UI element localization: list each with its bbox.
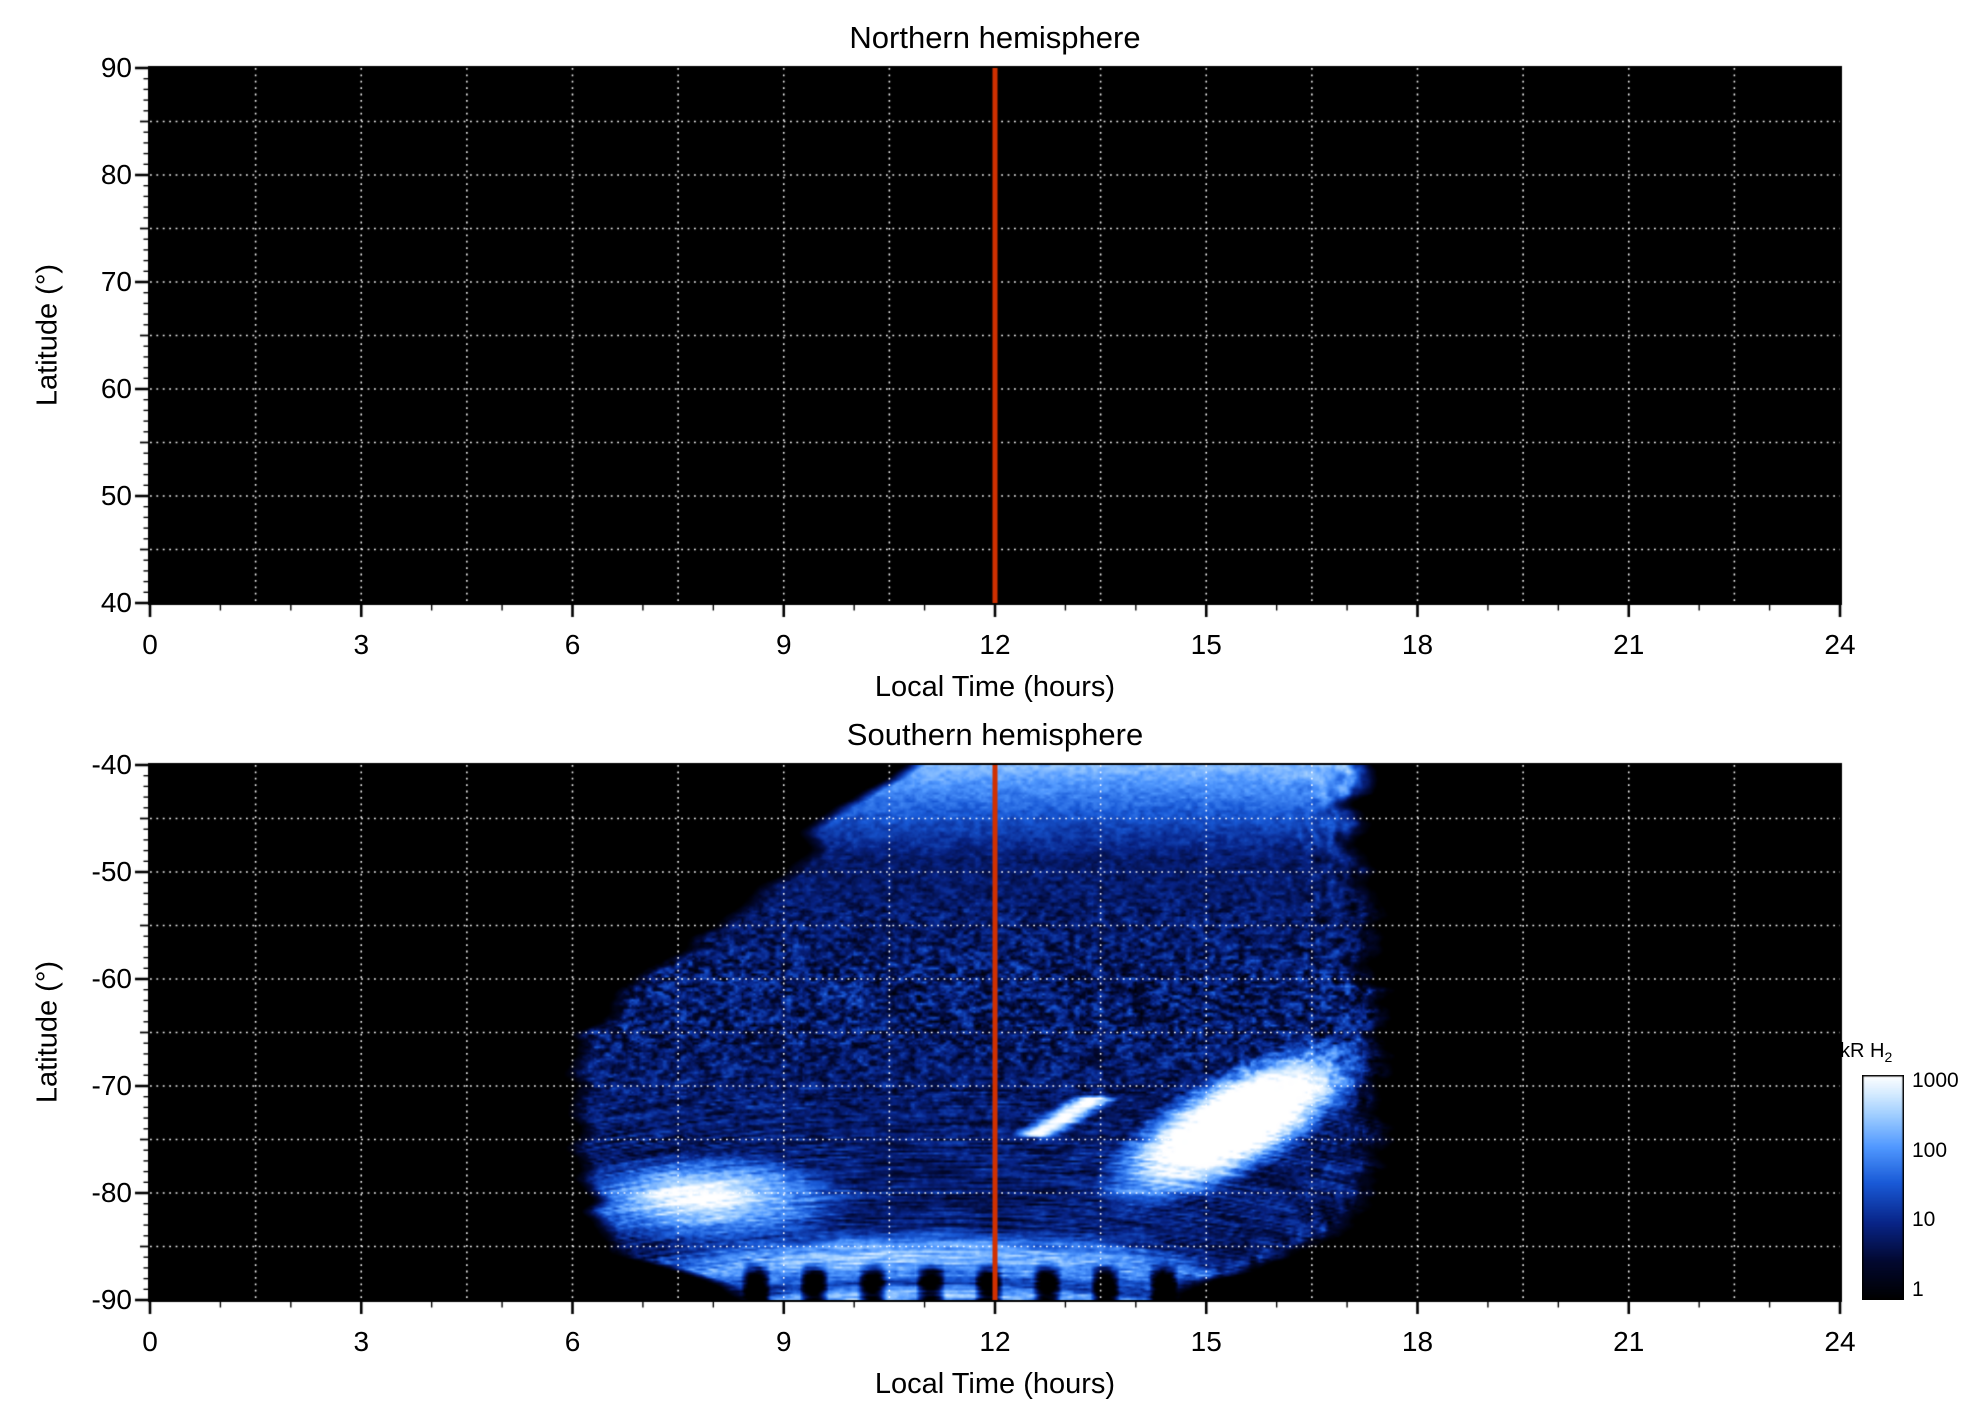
x-tick-label: 6	[564, 629, 581, 660]
y-tick-label: -40	[91, 749, 132, 780]
y-tick-label: -70	[91, 1070, 132, 1101]
colorbar-label-text: kR H	[1840, 1040, 1885, 1062]
x-tick-label: 15	[1190, 629, 1222, 660]
north-panel-title: Northern hemisphere	[849, 20, 1141, 55]
x-tick-label: 15	[1190, 1326, 1222, 1357]
x-tick-label: 18	[1401, 629, 1434, 660]
colorbar-tick-label: 100	[1912, 1138, 1948, 1162]
x-tick-label: 12	[979, 1326, 1011, 1357]
x-tick-label: 24	[1824, 1326, 1856, 1357]
y-tick-label: -80	[91, 1177, 132, 1208]
x-tick-label: 12	[979, 629, 1011, 660]
x-tick-label: 21	[1613, 1326, 1645, 1357]
colorbar	[1862, 1075, 1904, 1300]
colorbar-tick-label: 10	[1912, 1208, 1936, 1232]
north-x-axis-label: Local Time (hours)	[874, 671, 1116, 703]
y-tick-label: 90	[100, 52, 132, 83]
north-heatmap-canvas	[126, 65, 1846, 627]
x-tick-label: 6	[564, 1326, 581, 1357]
x-tick-label: 9	[775, 1326, 792, 1357]
colorbar-label: kR H2	[1840, 1040, 1892, 1065]
south-panel-title: Southern hemisphere	[846, 717, 1144, 752]
y-tick-label: -50	[91, 856, 132, 887]
x-tick-label: 0	[142, 629, 158, 660]
x-tick-label: 18	[1401, 1326, 1434, 1357]
y-tick-label: 80	[100, 159, 132, 190]
x-tick-label: 0	[142, 1326, 158, 1357]
x-tick-label: 24	[1824, 629, 1856, 660]
x-tick-label: 3	[353, 629, 370, 660]
y-tick-label: -60	[91, 963, 132, 994]
y-tick-label: 40	[100, 587, 132, 618]
y-tick-label: 70	[100, 266, 132, 297]
south-x-axis-label: Local Time (hours)	[874, 1368, 1116, 1400]
south-heatmap-canvas	[126, 762, 1846, 1324]
x-tick-label: 21	[1613, 629, 1645, 660]
y-tick-label: 50	[100, 480, 132, 511]
x-tick-label: 3	[353, 1326, 370, 1357]
colorbar-tick-label: 1	[1912, 1278, 1924, 1301]
x-tick-label: 9	[775, 629, 792, 660]
y-tick-label: -90	[91, 1284, 132, 1315]
y-tick-label: 60	[100, 373, 132, 404]
colorbar-tick-label: 1000	[1912, 1069, 1959, 1092]
colorbar-label-subscript: 2	[1884, 1049, 1893, 1065]
